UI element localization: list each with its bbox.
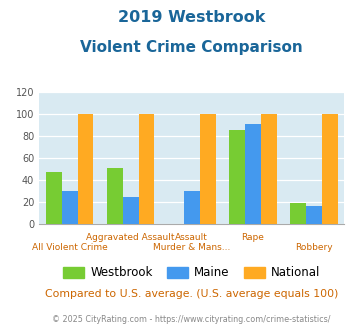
Text: 2019 Westbrook: 2019 Westbrook [118,10,266,25]
Text: Compared to U.S. average. (U.S. average equals 100): Compared to U.S. average. (U.S. average … [45,289,338,299]
Text: Rape: Rape [241,233,264,242]
Text: Violent Crime Comparison: Violent Crime Comparison [80,40,303,54]
Bar [138,115,154,224]
Text: Assault: Assault [175,233,208,242]
Bar [184,191,200,224]
Text: © 2025 CityRating.com - https://www.cityrating.com/crime-statistics/: © 2025 CityRating.com - https://www.city… [53,315,331,324]
Bar [322,115,338,224]
Legend: Westbrook, Maine, National: Westbrook, Maine, National [59,262,325,284]
Bar [245,124,261,224]
Text: Robbery: Robbery [295,243,333,251]
Text: Murder & Mans...: Murder & Mans... [153,243,230,251]
Bar [123,197,138,224]
Bar [290,204,306,224]
Bar [62,191,77,224]
Bar [77,115,93,224]
Bar [46,172,62,224]
Text: Aggravated Assault: Aggravated Assault [86,233,175,242]
Bar [229,130,245,224]
Bar [306,206,322,224]
Text: All Violent Crime: All Violent Crime [32,243,108,251]
Bar [107,168,123,224]
Bar [261,115,277,224]
Bar [200,115,215,224]
